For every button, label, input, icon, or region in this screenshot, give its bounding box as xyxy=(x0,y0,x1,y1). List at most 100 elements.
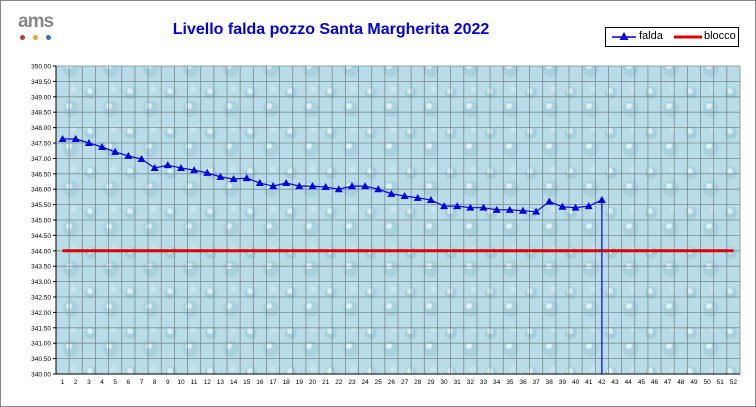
x-tick-label: 38 xyxy=(546,379,554,386)
y-tick-label: 347.00 xyxy=(31,156,51,163)
x-tick-label: 28 xyxy=(414,379,422,386)
x-tick-label: 13 xyxy=(217,379,225,386)
falda-point xyxy=(163,161,172,169)
x-tick-label: 43 xyxy=(611,379,619,386)
x-tick-label: 34 xyxy=(493,379,501,386)
x-tick-label: 32 xyxy=(467,379,475,386)
falda-point xyxy=(505,205,514,213)
x-tick-label: 17 xyxy=(269,379,277,386)
falda-legend-marker-icon xyxy=(619,32,629,40)
x-tick-label: 33 xyxy=(480,379,488,386)
legend-falda: falda xyxy=(639,30,663,42)
x-tick-label: 27 xyxy=(401,379,409,386)
falda-point xyxy=(216,172,225,180)
falda-point xyxy=(229,175,238,183)
falda-point xyxy=(374,185,383,193)
falda-point xyxy=(440,202,449,210)
x-tick-label: 7 xyxy=(140,379,144,386)
falda-point xyxy=(518,206,527,214)
y-tick-label: 343.00 xyxy=(31,279,51,286)
falda-point xyxy=(84,139,93,146)
falda-point xyxy=(532,207,541,215)
legend-blocco: blocco xyxy=(704,30,736,42)
falda-point xyxy=(492,205,501,213)
falda-point xyxy=(269,182,278,190)
x-tick-label: 19 xyxy=(296,379,304,386)
falda-point xyxy=(124,151,133,159)
y-tick-label: 342.00 xyxy=(31,310,51,317)
logo-dot-orange xyxy=(33,35,38,40)
falda-point xyxy=(308,182,317,190)
legend: falda blocco xyxy=(605,27,739,47)
x-tick-label: 40 xyxy=(572,379,580,386)
y-tick-label: 346.50 xyxy=(31,171,51,178)
falda-point xyxy=(558,202,567,210)
x-tick-label: 21 xyxy=(322,379,330,386)
x-tick-label: 31 xyxy=(454,379,462,386)
y-tick-label: 344.00 xyxy=(31,248,51,255)
falda-point xyxy=(71,134,80,142)
x-tick-label: 26 xyxy=(388,379,396,386)
x-tick-label: 22 xyxy=(335,379,343,386)
falda-point xyxy=(242,174,251,182)
y-tick-label: 349.00 xyxy=(31,94,51,101)
x-tick-label: 14 xyxy=(230,379,238,386)
falda-point xyxy=(400,191,409,199)
y-tick-label: 342.50 xyxy=(31,295,51,302)
x-tick-label: 52 xyxy=(730,379,738,386)
falda-point xyxy=(584,202,593,210)
falda-point xyxy=(334,185,343,193)
ams-logo: ams xyxy=(18,11,54,32)
y-tick-label: 350.00 xyxy=(31,64,51,71)
logo-dot-red xyxy=(20,35,25,40)
falda-point xyxy=(255,179,264,187)
y-tick-label: 341.50 xyxy=(31,325,51,332)
chart-title: Livello falda pozzo Santa Margherita 202… xyxy=(172,21,490,38)
falda-point xyxy=(545,197,554,205)
x-tick-label: 50 xyxy=(703,379,711,386)
y-tick-label: 348.00 xyxy=(31,125,51,132)
falda-point xyxy=(479,203,488,211)
x-tick-label: 49 xyxy=(690,379,698,386)
x-tick-label: 47 xyxy=(664,379,672,386)
y-tick-label: 346.00 xyxy=(31,187,51,194)
x-tick-label: 16 xyxy=(256,379,264,386)
x-tick-label: 45 xyxy=(638,379,646,386)
falda-point xyxy=(466,203,475,211)
falda-point xyxy=(176,163,185,171)
x-tick-label: 44 xyxy=(625,379,633,386)
falda-point xyxy=(597,195,606,203)
y-tick-label: 340.50 xyxy=(31,356,51,363)
x-tick-label: 29 xyxy=(427,379,435,386)
falda-point xyxy=(58,134,67,142)
falda-point xyxy=(321,183,330,191)
x-tick-label: 42 xyxy=(598,379,606,386)
y-tick-label: 347.50 xyxy=(31,141,51,148)
x-tick-label: 23 xyxy=(348,379,356,386)
falda-point xyxy=(98,143,107,151)
y-tick-label: 349.50 xyxy=(31,79,51,86)
y-tick-label: 348.50 xyxy=(31,110,51,117)
x-tick-label: 10 xyxy=(177,379,185,386)
x-tick-label: 39 xyxy=(559,379,567,386)
x-tick-label: 46 xyxy=(651,379,659,386)
y-tick-label: 345.00 xyxy=(31,218,51,225)
falda-point xyxy=(426,195,435,203)
x-tick-label: 9 xyxy=(166,379,170,386)
x-tick-label: 36 xyxy=(519,379,527,386)
x-tick-label: 18 xyxy=(283,379,291,386)
logo-dot-blue xyxy=(46,35,51,40)
falda-point xyxy=(413,193,422,201)
y-tick-label: 344.50 xyxy=(31,233,51,240)
falda-point xyxy=(190,166,199,174)
x-tick-label: 3 xyxy=(87,379,91,386)
x-tick-label: 48 xyxy=(677,379,685,386)
x-tick-label: 12 xyxy=(204,379,212,386)
y-tick-label: 343.50 xyxy=(31,264,51,271)
x-tick-label: 51 xyxy=(717,379,725,386)
falda-point xyxy=(387,189,396,197)
x-tick-label: 25 xyxy=(375,379,383,386)
x-tick-label: 8 xyxy=(153,379,157,386)
